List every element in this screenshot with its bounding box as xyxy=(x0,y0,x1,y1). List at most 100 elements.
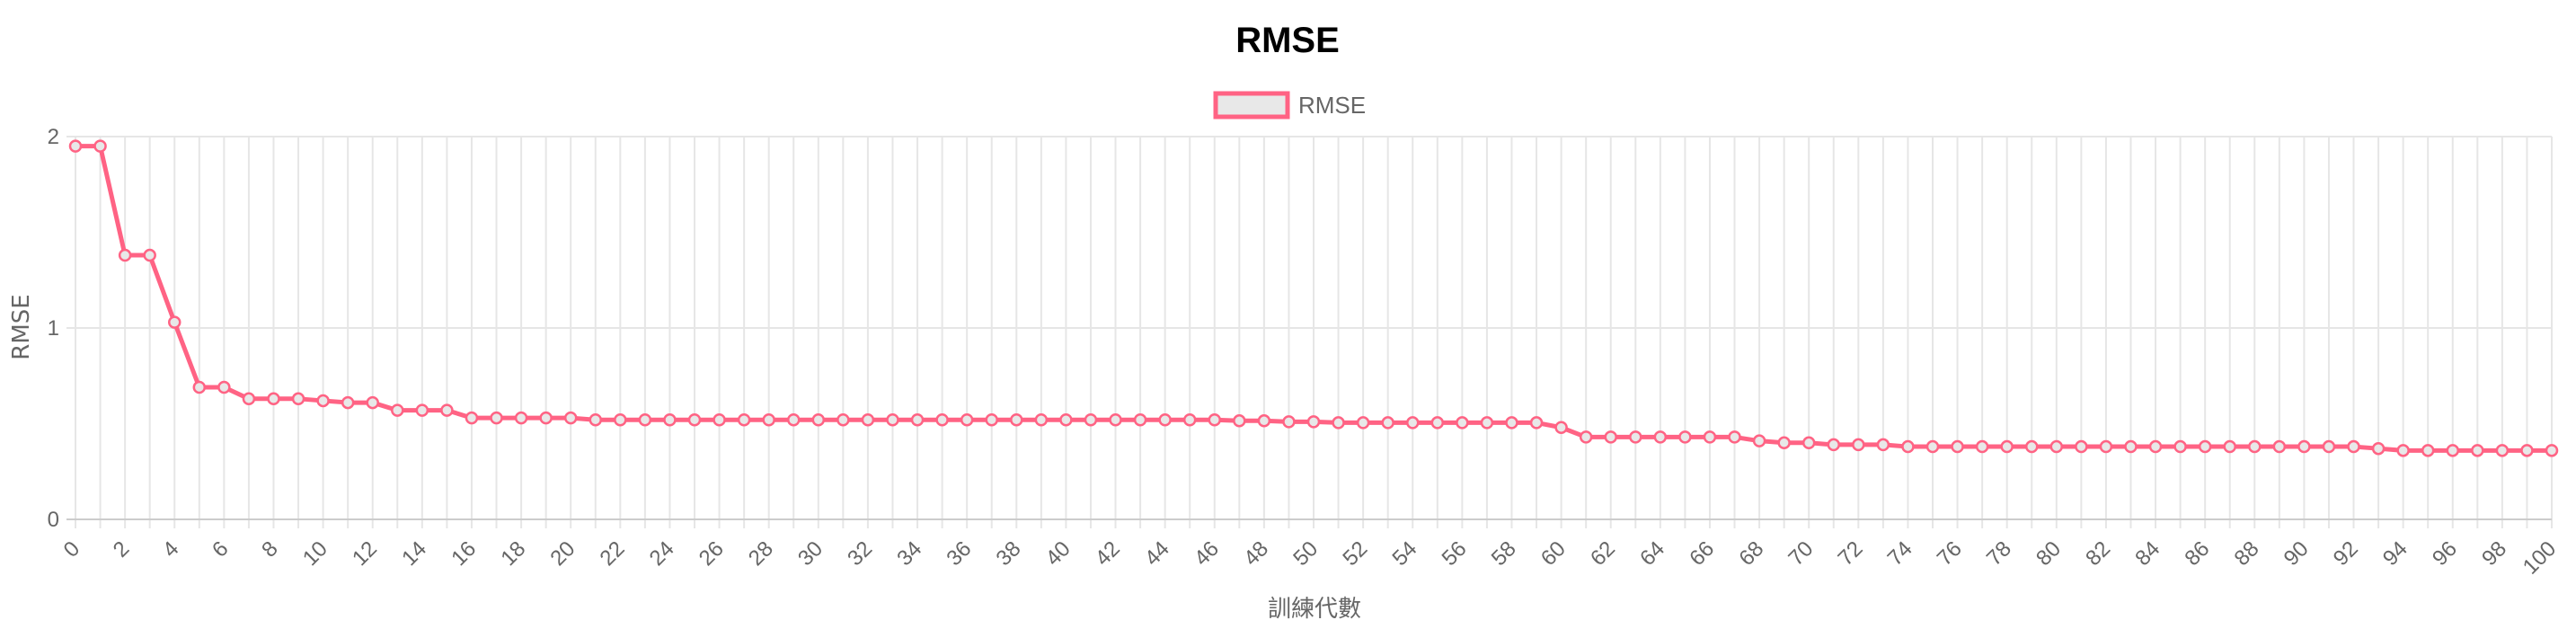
data-point[interactable] xyxy=(341,395,355,410)
data-point[interactable] xyxy=(2124,439,2138,454)
data-point[interactable] xyxy=(2322,439,2336,454)
data-point[interactable] xyxy=(2495,444,2510,457)
data-point[interactable] xyxy=(886,412,899,427)
data-point[interactable] xyxy=(1010,412,1023,427)
data-point[interactable] xyxy=(1951,439,1964,454)
data-point[interactable] xyxy=(1901,439,1915,454)
data-point[interactable] xyxy=(614,412,627,427)
data-point[interactable] xyxy=(2545,444,2559,457)
data-point[interactable] xyxy=(786,412,801,427)
data-point[interactable] xyxy=(391,403,404,417)
data-point[interactable] xyxy=(811,412,826,427)
data-point[interactable] xyxy=(316,394,330,408)
data-point[interactable] xyxy=(663,412,677,427)
data-point[interactable] xyxy=(2272,439,2287,454)
data-point[interactable] xyxy=(242,392,256,406)
data-point[interactable] xyxy=(93,139,107,153)
data-point[interactable] xyxy=(910,412,925,427)
data-point[interactable] xyxy=(737,412,751,427)
data-point[interactable] xyxy=(1653,430,1668,444)
data-point[interactable] xyxy=(1208,412,1222,427)
data-point[interactable] xyxy=(1827,438,1841,452)
data-point[interactable] xyxy=(960,412,974,427)
data-point[interactable] xyxy=(1852,438,1865,452)
data-point[interactable] xyxy=(2049,439,2064,454)
data-point[interactable] xyxy=(589,412,603,427)
data-point[interactable] xyxy=(415,403,429,417)
data-point[interactable] xyxy=(2396,444,2410,457)
data-point[interactable] xyxy=(1629,430,1642,444)
data-point[interactable] xyxy=(1282,415,1296,429)
data-point[interactable] xyxy=(1777,436,1791,450)
data-point[interactable] xyxy=(539,411,553,425)
data-point[interactable] xyxy=(465,411,479,425)
data-point[interactable] xyxy=(935,412,949,427)
data-point[interactable] xyxy=(1034,412,1049,427)
data-point[interactable] xyxy=(687,412,702,427)
data-point[interactable] xyxy=(2148,439,2163,454)
data-point[interactable] xyxy=(1306,415,1321,429)
data-point[interactable] xyxy=(563,411,578,425)
data-point[interactable] xyxy=(2446,444,2460,457)
data-point[interactable] xyxy=(1505,416,1518,430)
data-point[interactable] xyxy=(2198,439,2212,454)
data-point[interactable] xyxy=(2371,441,2386,456)
data-point[interactable] xyxy=(118,248,132,262)
data-point[interactable] xyxy=(638,412,652,427)
data-point[interactable] xyxy=(1084,412,1098,427)
data-point[interactable] xyxy=(1109,412,1122,427)
data-point[interactable] xyxy=(1925,439,1940,454)
data-point[interactable] xyxy=(985,412,998,427)
data-point[interactable] xyxy=(514,411,528,425)
data-point[interactable] xyxy=(2297,439,2311,454)
data-point[interactable] xyxy=(2024,439,2039,454)
data-point[interactable] xyxy=(2248,439,2262,454)
data-point[interactable] xyxy=(1158,412,1172,427)
data-point[interactable] xyxy=(1182,412,1197,427)
data-point[interactable] xyxy=(2099,439,2113,454)
data-point[interactable] xyxy=(167,315,181,329)
data-point[interactable] xyxy=(1233,414,1246,428)
data-point[interactable] xyxy=(1381,416,1394,430)
data-point[interactable] xyxy=(440,403,454,417)
data-point[interactable] xyxy=(143,248,156,262)
data-point[interactable] xyxy=(1059,412,1073,427)
data-point[interactable] xyxy=(1554,421,1568,435)
data-point[interactable] xyxy=(1703,430,1717,444)
data-point[interactable] xyxy=(2347,439,2360,454)
data-point[interactable] xyxy=(2471,444,2484,457)
data-point[interactable] xyxy=(1405,416,1420,430)
data-point[interactable] xyxy=(1133,412,1147,427)
data-point[interactable] xyxy=(1728,430,1741,444)
data-point[interactable] xyxy=(490,411,503,425)
data-point[interactable] xyxy=(2000,439,2014,454)
data-point[interactable] xyxy=(1480,416,1494,430)
data-point[interactable] xyxy=(366,395,379,410)
data-point[interactable] xyxy=(1579,430,1593,444)
data-point[interactable] xyxy=(837,412,850,427)
data-point[interactable] xyxy=(1975,439,1989,454)
data-point[interactable] xyxy=(2173,439,2187,454)
data-point[interactable] xyxy=(2223,439,2236,454)
data-point[interactable] xyxy=(1430,416,1445,430)
data-point[interactable] xyxy=(1678,430,1692,444)
data-point[interactable] xyxy=(217,380,231,394)
data-point[interactable] xyxy=(2075,439,2088,454)
data-point[interactable] xyxy=(1356,416,1370,430)
data-point[interactable] xyxy=(1257,414,1271,428)
data-point[interactable] xyxy=(68,139,83,153)
data-point[interactable] xyxy=(192,380,207,394)
data-point[interactable] xyxy=(1876,438,1890,452)
data-point[interactable] xyxy=(2520,444,2534,457)
data-point[interactable] xyxy=(1456,416,1469,430)
data-point[interactable] xyxy=(861,412,875,427)
data-point[interactable] xyxy=(267,392,280,406)
data-point[interactable] xyxy=(1752,434,1766,447)
legend[interactable]: RMSE xyxy=(1213,91,1366,120)
data-point[interactable] xyxy=(1529,416,1544,430)
data-point[interactable] xyxy=(291,392,305,406)
data-point[interactable] xyxy=(1332,416,1345,430)
data-point[interactable] xyxy=(1801,436,1816,450)
data-point[interactable] xyxy=(713,412,726,427)
data-point[interactable] xyxy=(762,412,775,427)
